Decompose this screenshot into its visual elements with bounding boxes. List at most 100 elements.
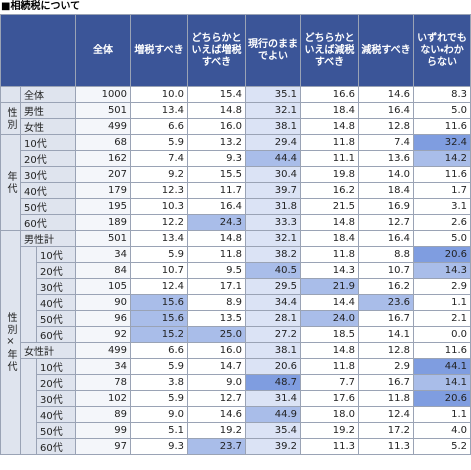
value-cell: 11.7 (187, 182, 247, 199)
value-cell: 15.6 (130, 310, 189, 327)
value-cell: 39.7 (245, 182, 302, 199)
data-row: 20代 162 7.4 9.3 44.4 11.1 13.6 14.2 (1, 150, 471, 167)
value-cell: 6.6 (130, 118, 189, 135)
value-cell: 27.2 (245, 326, 302, 343)
value-cell: 18.4 (358, 182, 415, 199)
value-cell: 29.4 (245, 134, 302, 151)
value-cell: 14.8 (300, 214, 360, 231)
value-cell: 20.6 (245, 358, 302, 375)
value-cell: 20.6 (413, 390, 471, 407)
value-cell: 21.5 (300, 198, 360, 215)
value-cell: 12.8 (358, 118, 415, 135)
value-cell: 8.8 (358, 246, 415, 263)
value-cell: 16.2 (358, 278, 415, 295)
value-cell: 34.4 (245, 294, 302, 311)
row-label: 女性 (19, 118, 77, 135)
value-cell: 195 (75, 198, 132, 215)
data-row: 40代 179 12.3 11.7 39.7 16.2 18.4 1.7 (1, 182, 471, 199)
value-cell: 34 (75, 358, 132, 375)
value-cell: 32.4 (413, 134, 471, 151)
value-cell: 28.1 (245, 310, 302, 327)
indent-cell (20, 358, 37, 455)
column-header: 増税すべき (130, 14, 189, 87)
value-cell: 15.2 (130, 326, 189, 343)
value-cell: 9.0 (130, 406, 189, 423)
value-cell: 32.1 (245, 102, 302, 119)
value-cell: 5.0 (413, 230, 471, 247)
value-cell: 10.7 (358, 262, 415, 279)
value-cell: 23.6 (358, 294, 415, 311)
value-cell: 11.6 (413, 166, 471, 183)
value-cell: 12.4 (130, 278, 189, 295)
value-cell: 32.1 (245, 230, 302, 247)
value-cell: 20.6 (413, 246, 471, 263)
value-cell: 6.6 (130, 342, 189, 359)
table-title: ■相続税について (1, 1, 81, 12)
value-cell: 5.9 (130, 390, 189, 407)
data-row: 30代 207 9.2 15.5 30.4 19.8 14.0 11.6 (1, 166, 471, 183)
row-label: 10代 (35, 246, 77, 263)
value-cell: 13.2 (187, 134, 247, 151)
value-cell: 18.5 (300, 326, 360, 343)
column-header: いずれでもない・わからない (413, 14, 471, 87)
value-cell: 44.9 (245, 406, 302, 423)
value-cell: 44.1 (413, 358, 471, 375)
value-cell: 13.4 (130, 230, 189, 247)
value-cell: 68 (75, 134, 132, 151)
value-cell: 11.8 (358, 390, 415, 407)
data-row: 60代 97 9.3 23.7 39.2 11.3 11.3 5.2 (1, 438, 471, 455)
data-row: 30代 105 12.4 17.1 29.5 21.9 16.2 2.9 (1, 278, 471, 295)
value-cell: 11.8 (300, 246, 360, 263)
data-row: 50代 99 5.1 19.2 35.4 19.2 17.2 4.0 (1, 422, 471, 439)
column-header: どちらかといえば減税すべき (300, 14, 360, 87)
row-label: 60代 (35, 438, 77, 455)
value-cell: 30.4 (245, 166, 302, 183)
value-cell: 40.5 (245, 262, 302, 279)
value-cell: 179 (75, 182, 132, 199)
value-cell: 35.1 (245, 86, 302, 103)
value-cell: 9.5 (187, 262, 247, 279)
row-label: 20代 (35, 262, 77, 279)
subtotal-row: 女性計 499 6.6 16.0 38.1 14.8 12.8 11.6 (1, 342, 471, 359)
value-cell: 14.2 (413, 150, 471, 167)
value-cell: 14.4 (300, 294, 360, 311)
column-header: どちらかといえば増税すべき (187, 14, 247, 87)
value-cell: 31.4 (245, 390, 302, 407)
value-cell: 14.1 (358, 326, 415, 343)
value-cell: 12.4 (358, 406, 415, 423)
row-label: 30代 (35, 278, 77, 295)
value-cell: 5.1 (130, 422, 189, 439)
data-row: 10代 34 5.9 14.7 20.6 11.8 2.9 44.1 (1, 358, 471, 455)
data-row: 60代 92 15.2 25.0 27.2 18.5 14.1 0.0 (1, 326, 471, 343)
row-label: 50代 (35, 422, 77, 439)
value-cell: 207 (75, 166, 132, 183)
value-cell: 14.3 (300, 262, 360, 279)
value-cell: 105 (75, 278, 132, 295)
value-cell: 11.8 (187, 246, 247, 263)
row-label: 40代 (19, 182, 77, 199)
group-cell (0, 86, 21, 103)
data-row: 40代 89 9.0 14.6 44.9 18.0 12.4 1.1 (1, 406, 471, 423)
value-cell: 1.1 (413, 406, 471, 423)
value-cell: 5.9 (130, 358, 189, 375)
value-cell: 16.4 (187, 198, 247, 215)
value-cell: 3.1 (413, 198, 471, 215)
value-cell: 13.4 (130, 102, 189, 119)
data-row: 50代 96 15.6 13.5 28.1 24.0 16.7 2.1 (1, 310, 471, 327)
value-cell: 9.0 (187, 374, 247, 391)
value-cell: 499 (75, 118, 132, 135)
value-cell: 84 (75, 262, 132, 279)
group-label: 性別 (0, 102, 21, 135)
value-cell: 90 (75, 294, 132, 311)
value-cell: 10.0 (130, 86, 189, 103)
value-cell: 2.9 (358, 358, 415, 375)
value-cell: 11.8 (300, 358, 360, 375)
value-cell: 3.8 (130, 374, 189, 391)
row-label: 女性計 (19, 342, 77, 359)
value-cell: 189 (75, 214, 132, 231)
value-cell: 16.7 (358, 374, 415, 391)
value-cell: 2.6 (413, 214, 471, 231)
value-cell: 12.8 (358, 342, 415, 359)
row-label: 50代 (35, 310, 77, 327)
data-row: 年代 10代 68 5.9 13.2 29.4 11.8 7.4 32.4 (0, 134, 471, 231)
